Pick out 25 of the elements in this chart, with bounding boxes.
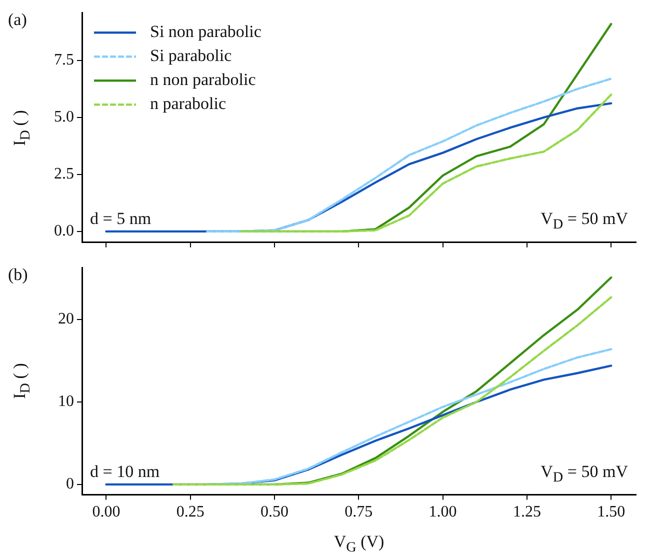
legend-label: n parabolic — [150, 94, 226, 114]
y-tick-label: 10 — [58, 393, 74, 410]
y-tick-label: 7.5 — [54, 52, 74, 69]
x-tick-label: 0.25 — [176, 504, 204, 521]
annotation: d = 10 nm — [90, 462, 160, 481]
legend-label: n non parabolic — [150, 70, 256, 90]
legend-label: Si non parabolic — [150, 22, 262, 42]
x-tick-label: 0.75 — [344, 504, 373, 521]
annotation: V$_{D}$ = 50 mV — [540, 209, 628, 233]
annotation: V$_{D}$ = 50 mV — [540, 462, 628, 486]
x-tick-label: 1.25 — [512, 504, 541, 521]
y-tick-label: 5.0 — [54, 108, 74, 126]
x-axis-title: V$_{G}$ (V) — [334, 532, 384, 556]
chart-title: (a) — [8, 10, 27, 29]
x-tick-label: 0.50 — [260, 504, 289, 521]
x-tick-label: 1.50 — [597, 504, 626, 521]
x-tick-label: 0.00 — [92, 504, 120, 521]
chart-title: (b) — [8, 264, 28, 284]
legend-label: Si parabolic — [150, 46, 232, 66]
y-tick-label: 20 — [58, 310, 74, 328]
y-tick-label: 0.0 — [54, 222, 74, 240]
x-tick-label: 1.00 — [428, 504, 457, 521]
y-tick-label: 2.5 — [54, 166, 74, 183]
annotation: d = 5 nm — [90, 209, 152, 228]
y-tick-label: 0 — [66, 476, 74, 493]
